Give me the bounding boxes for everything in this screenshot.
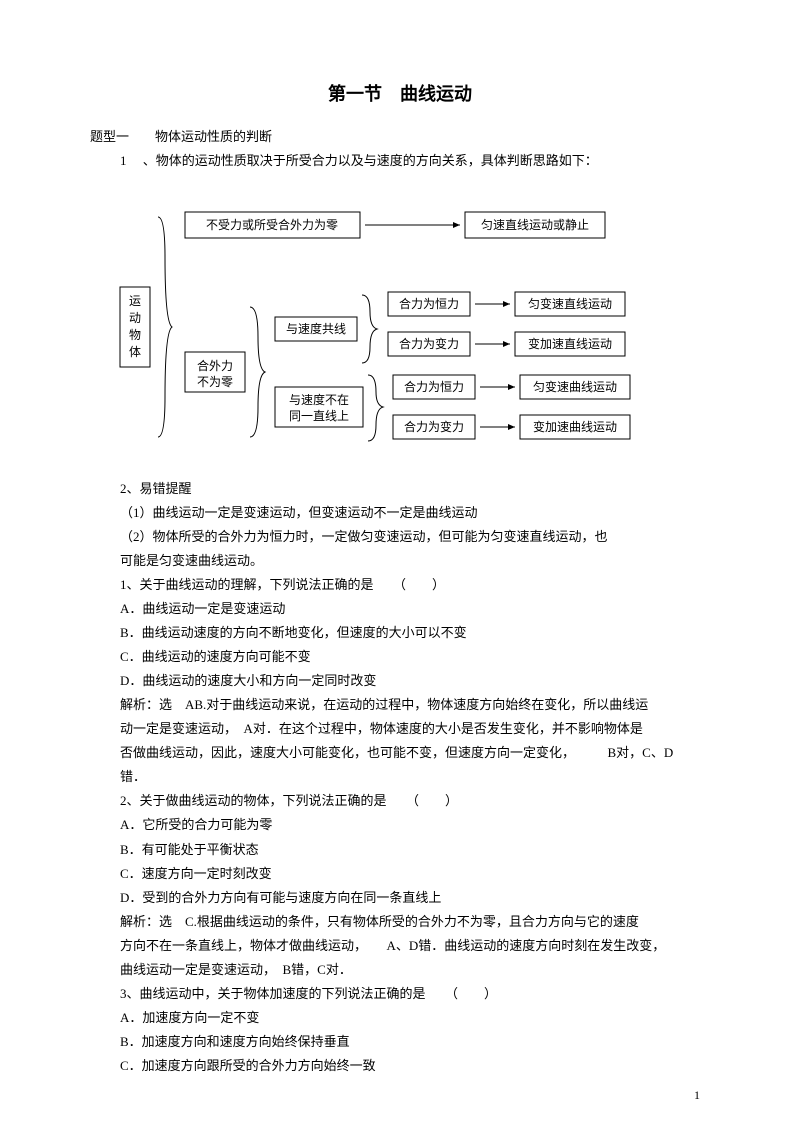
node-b2-1: 与速度不在 [289, 392, 349, 407]
q1-ans3: 否做曲线运动，因此，速度大小可能变化，也可能不变，但速度方向一定变化， B对，C… [120, 741, 710, 765]
node-top-result: 匀速直线运动或静止 [481, 218, 589, 232]
q1-ans2: 动一定是变速运动， A对．在这个过程中，物体速度的大小是否发生变化，并不影响物体… [120, 717, 710, 741]
node-root-4: 体 [129, 345, 141, 359]
node-top: 不受力或所受合外力为零 [206, 217, 338, 232]
q2-c: C．速度方向一定时刻改变 [120, 862, 710, 886]
node-r1: 匀变速直线运动 [528, 296, 612, 311]
q3-c: C．加速度方向跟所受的合外力方向始终一致 [120, 1054, 710, 1078]
node-mid-2: 不为零 [197, 375, 233, 389]
node-c4: 合力为变力 [404, 419, 464, 434]
node-root-3: 物 [129, 328, 141, 342]
intro-text: 1 、物体的运动性质取决于所受合力以及与速度的方向关系，具体判断思路如下： [120, 151, 710, 172]
q2-d: D．受到的合外力方向有可能与速度方向在同一条直线上 [120, 886, 710, 910]
page-number: 1 [694, 1088, 700, 1103]
q2-a: A．它所受的合力可能为零 [120, 813, 710, 837]
q1-stem: 1、关于曲线运动的理解，下列说法正确的是 （ ） [120, 573, 710, 597]
q1-a: A．曲线运动一定是变速运动 [120, 597, 710, 621]
node-c3: 合力为恒力 [404, 379, 464, 394]
q1-ans1: 解析：选 AB.对于曲线运动来说，在运动的过程中，物体速度方向始终在变化，所以曲… [120, 693, 710, 717]
flowchart-diagram: 运 动 物 体 不受力或所受合外力为零 匀速直线运动或静止 合外力 不为零 与速… [110, 197, 710, 452]
body-content: 2、易错提醒 （1）曲线运动一定是变速运动，但变速运动不一定是曲线运动 （2）物… [120, 477, 710, 1078]
q2-stem: 2、关于做曲线运动的物体，下列说法正确的是 （ ） [120, 789, 710, 813]
q3-stem: 3、曲线运动中，关于物体加速度的下列说法正确的是 （ ） [120, 982, 710, 1006]
q2-ans1: 解析：选 C.根据曲线运动的条件，只有物体所受的合外力不为零，且合力方向与它的速… [120, 910, 710, 934]
q1-ans4: 错． [120, 765, 710, 789]
p3: （2）物体所受的合外力为恒力时，一定做匀变速运动，但可能为匀变速直线运动，也 [120, 525, 710, 549]
topic-label: 题型一 物体运动性质的判断 [90, 126, 710, 145]
node-mid-1: 合外力 [197, 358, 233, 373]
q2-ans2: 方向不在一条直线上，物体才做曲线运动， A、D错．曲线运动的速度方向时刻在发生改… [120, 934, 710, 958]
q3-b: B．加速度方向和速度方向始终保持垂直 [120, 1030, 710, 1054]
q1-d: D．曲线运动的速度大小和方向一定同时改变 [120, 669, 710, 693]
node-c2: 合力为变力 [399, 336, 459, 351]
p1: 2、易错提醒 [120, 477, 710, 501]
node-r4: 变加速曲线运动 [533, 419, 617, 434]
node-r2: 变加速直线运动 [528, 336, 612, 351]
node-b1: 与速度共线 [286, 321, 346, 336]
node-root-1: 运 [129, 294, 141, 308]
node-c1: 合力为恒力 [399, 296, 459, 311]
node-root-2: 动 [129, 311, 141, 325]
node-r3: 匀变速曲线运动 [533, 379, 617, 394]
node-b2-2: 同一直线上 [289, 409, 349, 423]
q1-c: C．曲线运动的速度方向可能不变 [120, 645, 710, 669]
q1-b: B．曲线运动速度的方向不断地变化，但速度的大小可以不变 [120, 621, 710, 645]
p4: 可能是匀变速曲线运动。 [120, 549, 710, 573]
p2: （1）曲线运动一定是变速运动，但变速运动不一定是曲线运动 [120, 501, 710, 525]
diagram-svg: 运 动 物 体 不受力或所受合外力为零 匀速直线运动或静止 合外力 不为零 与速… [110, 197, 710, 447]
q2-b: B．有可能处于平衡状态 [120, 838, 710, 862]
q2-ans3: 曲线运动一定是变速运动， B错，C对． [120, 958, 710, 982]
q3-a: A．加速度方向一定不变 [120, 1006, 710, 1030]
page-title: 第一节 曲线运动 [90, 80, 710, 106]
